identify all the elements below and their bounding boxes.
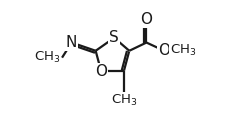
Text: O: O (140, 12, 153, 27)
Text: O: O (158, 43, 170, 58)
Text: S: S (109, 30, 119, 45)
Text: N: N (66, 35, 77, 50)
Text: CH$_3$: CH$_3$ (34, 50, 61, 65)
Text: CH$_3$: CH$_3$ (111, 93, 137, 108)
Text: CH$_3$: CH$_3$ (170, 43, 196, 58)
Text: O: O (95, 64, 107, 79)
